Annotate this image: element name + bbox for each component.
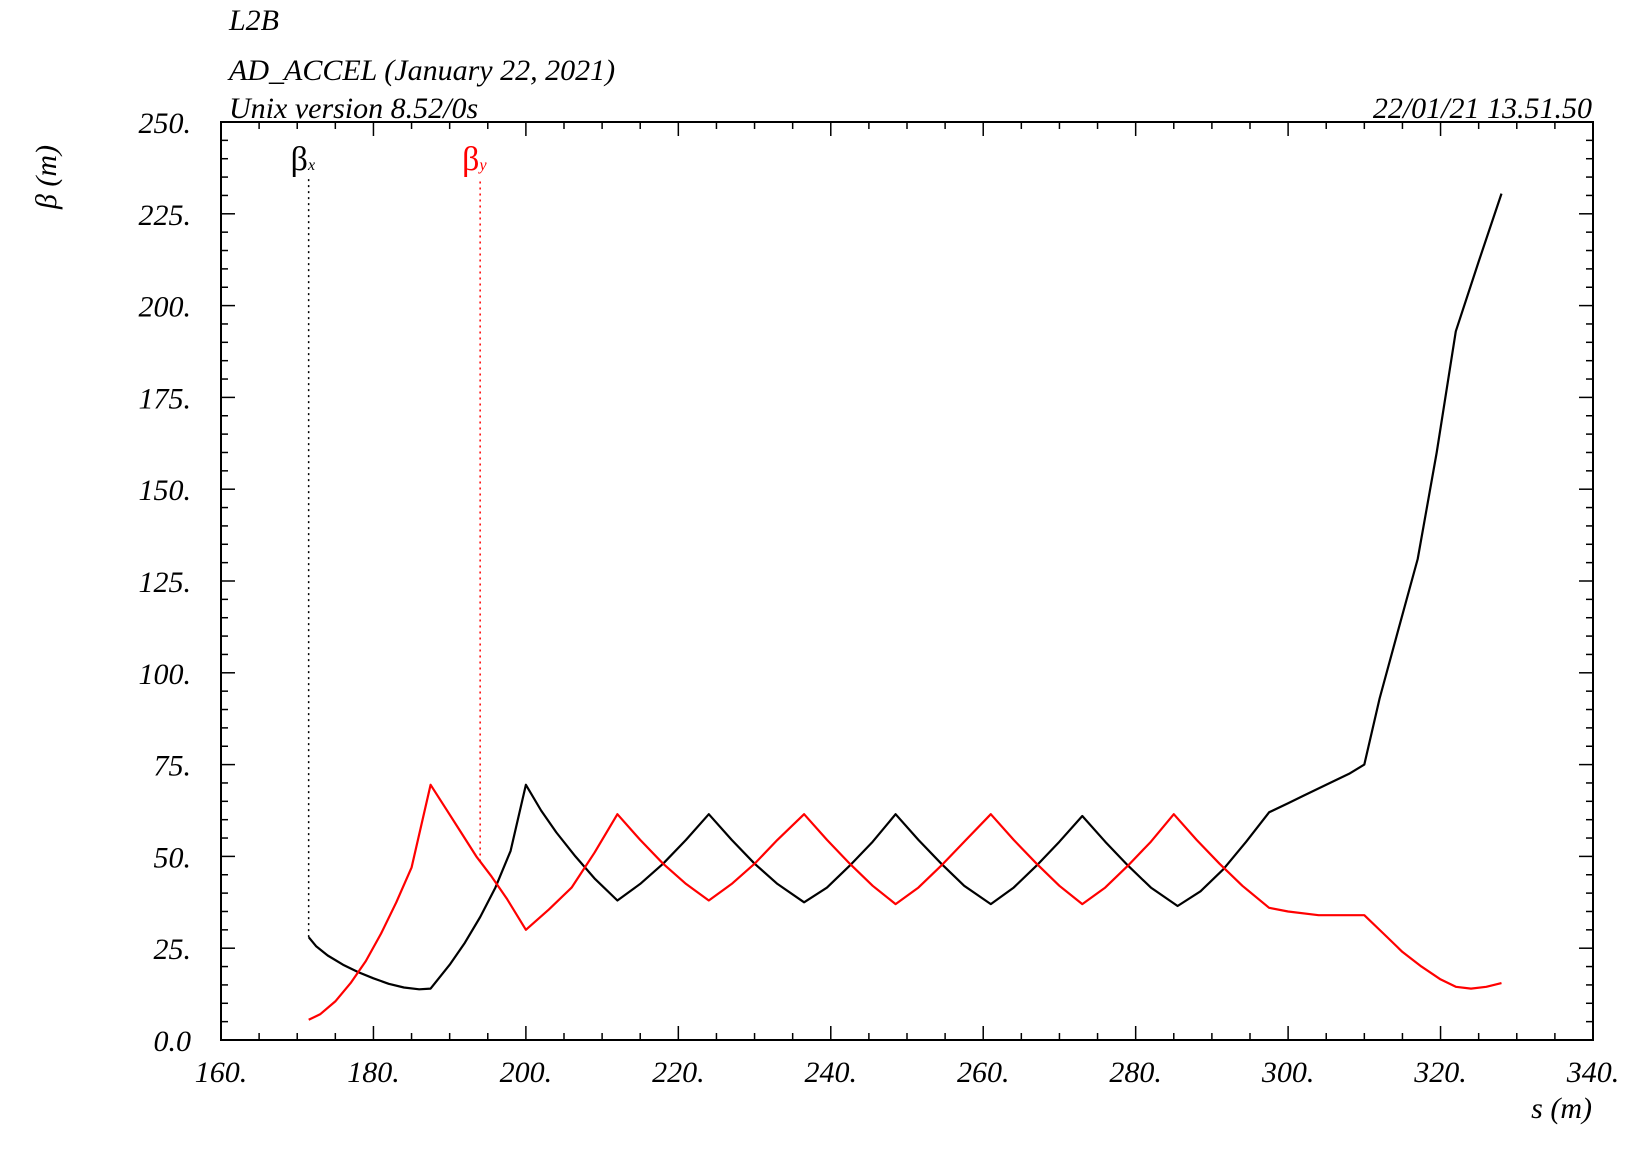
y-tick-label: 175. [139,382,192,415]
legend-label-x: βx [291,141,315,178]
x-tick-label: 340. [1566,1056,1620,1089]
x-tick-label: 220. [652,1056,705,1089]
y-tick-label: 75. [154,750,192,783]
title-line-1: L2B [228,4,279,37]
legend-layer: βx βy [291,141,487,938]
x-tick-label: 260. [957,1056,1010,1089]
ticks-layer: 160. 180. 200. 220. 240. 260. 280. 300. 320. 340.… [139,107,1620,1089]
title-line-3: Unix version 8.52/0s [229,92,478,125]
y-tick-label: 125. [139,566,192,599]
y-tick-label: 250. [139,107,192,140]
x-tick-label: 160. [195,1056,248,1089]
timestamp: 22/01/21 13.51.50 [1373,92,1592,125]
series-layer [307,193,1503,1021]
x-tick-label: 180. [347,1056,400,1089]
x-tick-label: 200. [500,1056,553,1089]
y-tick-label: 225. [139,199,192,232]
y-tick-label: 200. [139,291,192,324]
y-tick-label: 150. [139,474,192,507]
x-tick-label: 300. [1261,1056,1315,1089]
series-line-x [307,193,1503,991]
x-tick-label: 320. [1413,1056,1467,1089]
y-tick-label: 50. [154,841,192,874]
x-tick-label: 240. [805,1056,858,1089]
legend-label-y: βy [462,141,487,178]
y-tick-label: 0.0 [154,1025,192,1058]
x-tick-label: 280. [1109,1056,1162,1089]
series-line-y [308,783,1502,1021]
y-tick-label: 25. [154,933,192,966]
y-tick-label: 100. [139,658,192,691]
title-line-2: AD_ACCEL (January 22, 2021) [227,54,615,87]
y-axis-label: β (m) [30,145,63,210]
x-axis-label: s (m) [1531,1092,1592,1125]
